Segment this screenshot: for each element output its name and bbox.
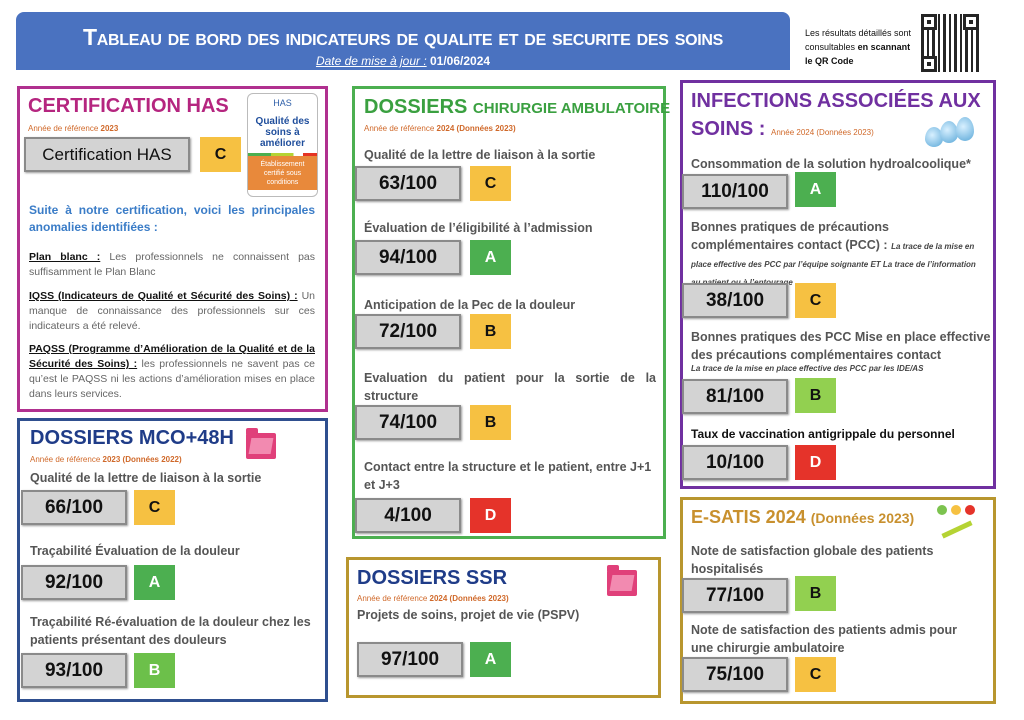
infections-title-2: SOINS : Année 2024 (Données 2023): [691, 118, 874, 140]
finding-plan-blanc: Plan blanc : Les professionnels ne conna…: [29, 251, 316, 278]
finding-iqss: IQSS (Indicateurs de Qualité et Sécurité…: [29, 290, 316, 332]
ias-label-1: Consommation de la solution hydroalcooli…: [691, 157, 971, 171]
chir-score-5: 4/100: [355, 498, 461, 533]
esatis-grade-1: B: [795, 576, 836, 611]
folder-icon: [246, 428, 276, 459]
ias-label-2: Bonnes pratiques de précautions compléme…: [691, 220, 976, 287]
mco-label-3: Traçabilité Ré-évaluation de la douleur …: [30, 615, 311, 647]
ias-label-4: Taux de vaccination antigrippale du pers…: [691, 427, 955, 441]
finding-paqss: PAQSS (Programme d’Amélioration de la Qu…: [29, 343, 316, 400]
esatis-title: E-SATIS 2024 (Données 2023): [691, 507, 915, 527]
esatis-label-2: Note de satisfaction des patients admis …: [691, 623, 958, 655]
ias-score-1: 110/100: [682, 174, 788, 209]
ias-score-4: 10/100: [682, 445, 788, 480]
mco-title: DOSSIERS MCO+48H: [30, 427, 234, 449]
chir-score-1: 63/100: [355, 166, 461, 201]
infections-title: INFECTIONS ASSOCIÉES AUX: [691, 90, 981, 112]
esatis-score-1: 77/100: [682, 578, 788, 613]
ias-grade-1: A: [795, 172, 836, 207]
qr-note: Les résultats détaillés sont consultable…: [805, 28, 912, 66]
header-banner: Tableau de bord des indicateurs de quali…: [16, 12, 790, 70]
mco-score-3: 93/100: [21, 653, 127, 688]
chir-grade-5: D: [470, 498, 511, 533]
chir-score-2: 94/100: [355, 240, 461, 275]
ias-grade-3: B: [795, 378, 836, 413]
chir-grade-1: C: [470, 166, 511, 201]
ias-score-3: 81/100: [682, 379, 788, 414]
chir-score-4: 74/100: [355, 405, 461, 440]
certification-ref: Année de référence 2023: [28, 124, 119, 133]
ssr-label-1: Projets de soins, projet de vie (PSPV): [357, 608, 580, 622]
mco-label-2: Traçabilité Évaluation de la douleur: [30, 544, 240, 558]
ias-label-3: Bonnes pratiques des PCC Mise en place e…: [691, 330, 991, 373]
esatis-grade-2: C: [795, 657, 836, 692]
chir-grade-2: A: [470, 240, 511, 275]
chir-label-5: Contact entre la structure et le patient…: [364, 460, 652, 492]
certification-grade: C: [200, 137, 241, 172]
page-title: Tableau de bord des indicateurs de quali…: [83, 24, 723, 50]
chir-label-1: Qualité de la lettre de liaison à la sor…: [364, 148, 596, 162]
chir-grade-4: B: [470, 405, 511, 440]
esatis-score-2: 75/100: [682, 657, 788, 692]
esatis-label-1: Note de satisfaction globale des patient…: [691, 544, 934, 576]
chir-label-3: Anticipation de la Pec de la douleur: [364, 298, 576, 312]
mco-grade-1: C: [134, 490, 175, 525]
droplets-icon: [925, 117, 975, 149]
smiley-rating-icon: [937, 505, 979, 541]
mco-ref: Année de référence 2023 (Données 2022): [30, 455, 182, 464]
chir-grade-3: B: [470, 314, 511, 349]
mco-grade-3: B: [134, 653, 175, 688]
ssr-score-1: 97/100: [357, 642, 463, 677]
chir-label-2: Évaluation de l’éligibilité à l’admissio…: [364, 221, 593, 235]
chirurgie-title: DOSSIERS CHIRURGIE AMBULATOIRE: [364, 96, 671, 118]
chirurgie-panel: [352, 86, 666, 539]
ias-grade-4: D: [795, 445, 836, 480]
folder-icon: [607, 565, 637, 596]
mco-grade-2: A: [134, 565, 175, 600]
mco-label-1: Qualité de la lettre de liaison à la sor…: [30, 471, 262, 485]
certification-title: CERTIFICATION HAS: [28, 95, 229, 117]
mco-score-2: 92/100: [21, 565, 127, 600]
chirurgie-ref: Année de référence 2024 (Données 2023): [364, 124, 516, 133]
ssr-grade-1: A: [470, 642, 511, 677]
update-date: Date de mise à jour : 01/06/2024: [315, 54, 491, 68]
chir-score-3: 72/100: [355, 314, 461, 349]
mco-score-1: 66/100: [21, 490, 127, 525]
certification-intro: Suite à notre certification, voici les p…: [29, 203, 315, 234]
chir-label-4: Evaluation du patient pour la sortie de …: [364, 371, 656, 403]
ssr-ref: Année de référence 2024 (Données 2023): [357, 594, 509, 603]
ssr-title: DOSSIERS SSR: [357, 567, 508, 589]
qr-code[interactable]: [921, 14, 979, 72]
certification-score: Certification HAS: [24, 137, 190, 172]
ias-score-2: 38/100: [682, 283, 788, 318]
ias-grade-2: C: [795, 283, 836, 318]
has-logo: HAS Qualité des soins à améliorer Établi…: [247, 93, 318, 197]
